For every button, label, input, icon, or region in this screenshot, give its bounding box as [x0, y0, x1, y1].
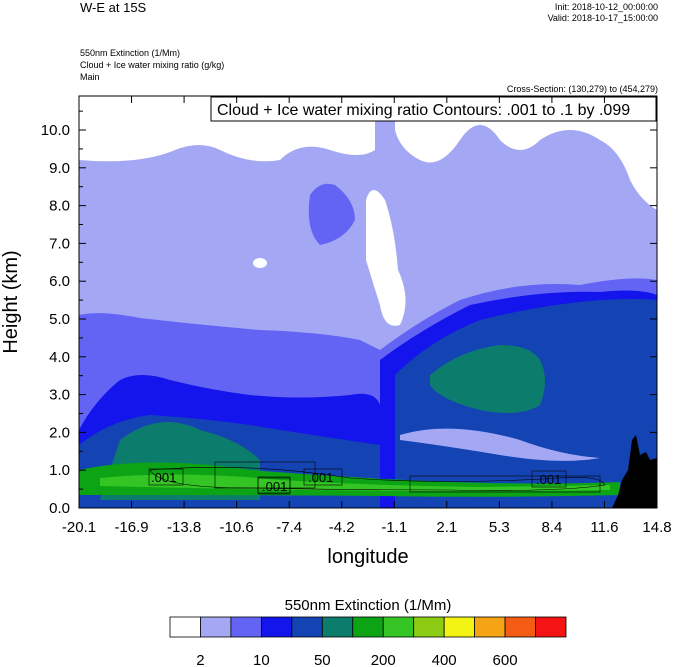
contour-label: .001	[308, 470, 333, 485]
y-axis: 0.0 1.0 2.0 3.0 4.0 5.0 6.0 7.0 8.0 9.0 10.0	[41, 110, 657, 517]
x-tick-label: 2.1	[436, 519, 457, 536]
colorbar-swatch	[291, 616, 323, 638]
clear-region-center	[366, 190, 406, 326]
colorbar-swatch	[321, 616, 354, 638]
colorbar-swatch	[474, 616, 506, 638]
y-tick-label: 3.0	[49, 387, 70, 404]
contour-info-text: Cloud + Ice water mixing ratio Contours:…	[217, 102, 630, 119]
colorbar-tick-label: 50	[314, 652, 331, 667]
y-tick-label: 6.0	[49, 273, 70, 290]
x-tick-label: 8.4	[541, 519, 562, 536]
colorbar-swatch	[413, 616, 445, 638]
x-tick-label: -1.1	[381, 519, 407, 536]
y-tick-label: 4.0	[49, 349, 70, 366]
field-inner-band	[400, 428, 600, 461]
colorbar	[169, 616, 567, 638]
contour-label: .001	[536, 472, 561, 487]
colorbar-swatch	[230, 616, 262, 638]
y-tick-label: 9.0	[49, 160, 70, 177]
y-tick-label: 1.0	[49, 462, 70, 479]
x-tick-label: 5.3	[489, 519, 510, 536]
valid-time: Valid: 2018-10-17_15:00:00	[547, 13, 658, 23]
colorbar-swatch	[260, 616, 293, 638]
colorbar-tick-label: 400	[432, 652, 457, 667]
terrain	[612, 435, 657, 508]
colorbar-tick-label: 2	[196, 652, 204, 667]
y-axis-title: Height (km)	[0, 250, 22, 353]
field-main-label: Main	[80, 72, 100, 82]
y-tick-label: 2.0	[49, 424, 70, 441]
x-tick-label: -20.1	[62, 519, 96, 536]
colorbar-title: 550nm Extinction (1/Mm)	[285, 597, 452, 614]
x-tick-label: -16.9	[114, 519, 148, 536]
clear-spot	[253, 258, 267, 268]
colorbar-swatch	[535, 616, 567, 638]
x-axis-title: longitude	[327, 546, 408, 568]
field-level-7-strip	[100, 474, 610, 491]
colorbar-swatch	[382, 616, 415, 638]
x-tick-label: 11.6	[590, 519, 618, 536]
x-tick-label: -13.8	[167, 519, 201, 536]
cross-section-label: Cross-Section: (130,279) to (454,279)	[506, 84, 658, 94]
contour-info-box	[210, 96, 657, 122]
colorbar-swatch	[504, 616, 536, 638]
field-level-5-patch	[430, 345, 545, 414]
contour-label: .001	[262, 479, 287, 494]
field-mixing-ratio-label: Cloud + Ice water mixing ratio (g/kg)	[80, 60, 225, 70]
contour-label-group: .001 .001 .001 .001	[148, 468, 567, 495]
y-tick-label: 5.0	[49, 311, 70, 328]
colorbar-swatch	[169, 616, 201, 638]
y-tick-label: 10.0	[41, 122, 70, 139]
extinction-field	[79, 96, 657, 508]
colorbar-swatch	[200, 616, 232, 638]
x-tick-label: -4.2	[329, 519, 355, 536]
colorbar-tick-label: 10	[253, 652, 270, 667]
field-level-2-upper	[308, 183, 355, 245]
y-tick-label: 8.0	[49, 198, 70, 215]
init-time: Init: 2018-10-12_00:00:00	[554, 2, 658, 12]
colorbar-tick-label: 600	[493, 652, 518, 667]
colorbar-swatch	[443, 616, 476, 638]
x-tick-label: 14.8	[642, 519, 671, 536]
colorbar-labels: 2 10 50 200 400 600	[196, 652, 517, 667]
colorbar-tick-label: 200	[371, 652, 396, 667]
field-extinction-label: 550nm Extinction (1/Mm)	[80, 48, 181, 58]
x-tick-label: -7.4	[276, 519, 302, 536]
y-tick-label: 0.0	[49, 500, 70, 517]
clear-region-top-right	[395, 96, 657, 210]
contour-label: .001	[151, 470, 176, 485]
plot-frame	[78, 95, 658, 509]
y-tick-label: 7.0	[49, 235, 70, 252]
x-axis: -20.1 -16.9 -13.8 -10.6 -7.4 -4.2 -1.1 2.1 5.3 8.…	[62, 96, 672, 536]
plot-title: W-E at 15S	[80, 0, 147, 15]
colorbar-swatch	[352, 616, 384, 638]
x-tick-label: -10.6	[220, 519, 254, 536]
